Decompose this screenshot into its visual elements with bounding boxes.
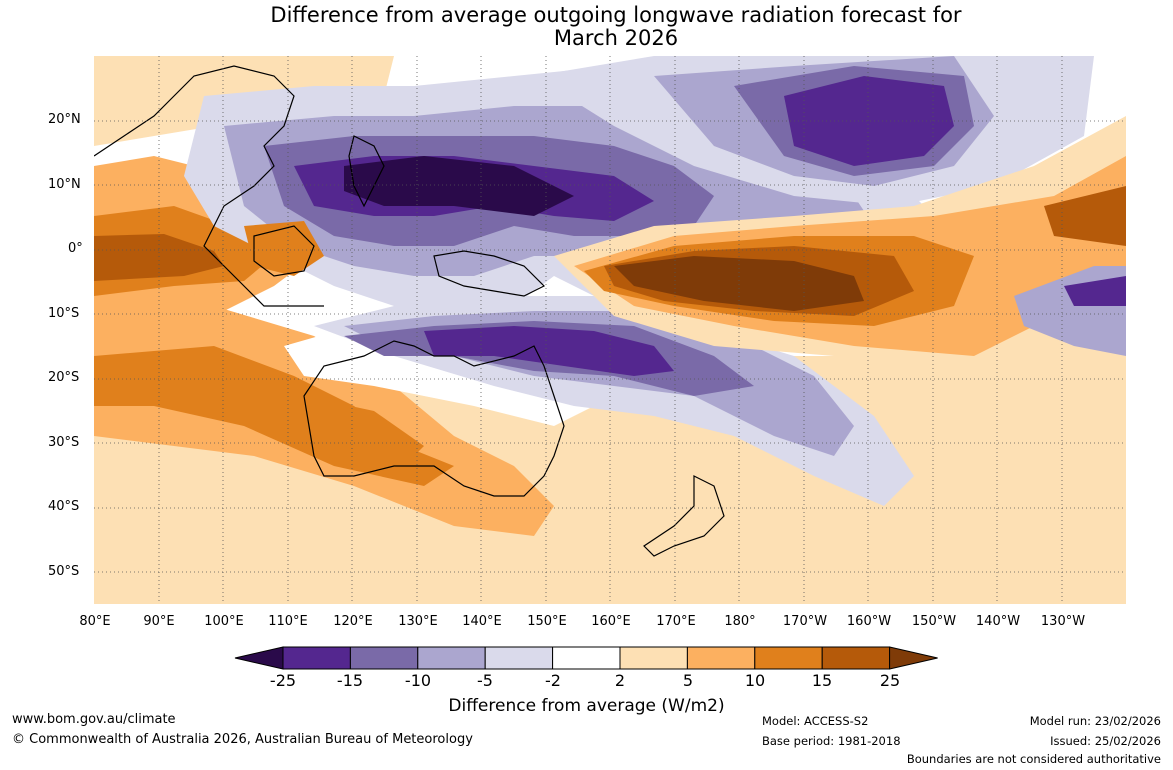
colorbar-segment bbox=[417, 646, 486, 670]
colorbar-segment bbox=[686, 646, 756, 670]
copyright-text: © Commonwealth of Australia 2026, Austra… bbox=[12, 732, 473, 747]
lon-tick: 180° bbox=[724, 614, 756, 629]
lon-tick: 150°E bbox=[527, 614, 567, 629]
lat-tick: 30°S bbox=[48, 435, 80, 450]
lon-tick: 100°E bbox=[204, 614, 244, 629]
colorbar-label: 10 bbox=[744, 671, 766, 690]
npac-dark-purple bbox=[784, 76, 954, 166]
lat-tick: 40°S bbox=[48, 499, 80, 514]
colorbar-segment bbox=[349, 646, 419, 670]
colorbar-segment bbox=[282, 646, 351, 670]
maritime-core bbox=[344, 156, 574, 216]
colorbar bbox=[234, 646, 938, 670]
title-line-2: March 2026 bbox=[553, 26, 679, 50]
colorbar-arrow-low bbox=[234, 646, 284, 670]
aus-white-band bbox=[284, 326, 594, 426]
epac-brown bbox=[1044, 186, 1126, 246]
base-period: Base period: 1981-2018 bbox=[762, 734, 901, 748]
lat-tick: 20°S bbox=[48, 370, 80, 385]
colorbar-label: -2 bbox=[545, 671, 561, 690]
colorbar-segment bbox=[484, 646, 554, 670]
aus-dark-purple bbox=[424, 326, 674, 376]
chart-title: Difference from average outgoing longwav… bbox=[0, 4, 1173, 50]
website-link[interactable]: www.bom.gov.au/climate bbox=[12, 712, 176, 727]
colorbar-label: 2 bbox=[614, 671, 626, 690]
lat-tick: 20°N bbox=[48, 112, 81, 127]
lon-tick: 90°E bbox=[143, 614, 175, 629]
colorbar-arrow-high bbox=[889, 646, 938, 670]
colorbar-segment bbox=[552, 646, 621, 670]
lon-tick: 160°W bbox=[846, 614, 892, 629]
lon-tick: 160°E bbox=[591, 614, 631, 629]
sw-aus-orange bbox=[294, 396, 424, 476]
new-zealand-coast bbox=[643, 475, 725, 557]
lat-tick: 10°S bbox=[48, 306, 80, 321]
colorbar-label: -15 bbox=[336, 671, 364, 690]
lon-tick: 150°W bbox=[911, 614, 957, 629]
colorbar-label: -5 bbox=[477, 671, 493, 690]
lon-tick: 130°W bbox=[1040, 614, 1086, 629]
map-svg bbox=[94, 56, 1126, 604]
lat-tick: 10°N bbox=[48, 177, 81, 192]
eqpac-core bbox=[614, 256, 864, 311]
colorbar-segment bbox=[821, 646, 891, 670]
gridlines bbox=[94, 56, 1126, 604]
lon-tick: 140°W bbox=[975, 614, 1021, 629]
australia-coast bbox=[303, 340, 565, 497]
colorbar-segment bbox=[619, 646, 688, 670]
new-guinea-coast bbox=[433, 250, 546, 297]
lon-tick: 110°E bbox=[268, 614, 308, 629]
colorbar-label: 5 bbox=[682, 671, 694, 690]
se-pac-dark-purple bbox=[1064, 276, 1126, 306]
lon-tick: 130°E bbox=[398, 614, 438, 629]
asia-coast bbox=[94, 65, 324, 307]
issued-date: Issued: 25/02/2026 bbox=[1050, 734, 1161, 748]
philippines-coast bbox=[348, 135, 385, 208]
lon-tick: 80°E bbox=[79, 614, 111, 629]
lon-tick: 120°E bbox=[333, 614, 373, 629]
west-brown bbox=[94, 234, 224, 281]
model-name: Model: ACCESS-S2 bbox=[762, 714, 869, 728]
borneo-coast bbox=[253, 225, 315, 277]
model-run-date: Model run: 23/02/2026 bbox=[1029, 714, 1161, 728]
lon-tick: 140°E bbox=[462, 614, 502, 629]
lon-tick: 170°E bbox=[656, 614, 696, 629]
colorbar-label: 25 bbox=[879, 671, 901, 690]
boundaries-disclaimer: Boundaries are not considered authoritat… bbox=[906, 752, 1161, 766]
lat-tick: 50°S bbox=[48, 564, 80, 579]
colorbar-segment bbox=[754, 646, 823, 670]
colorbar-label: -10 bbox=[404, 671, 432, 690]
lon-tick: 170°W bbox=[782, 614, 828, 629]
borneo-orange bbox=[244, 221, 324, 276]
colorbar-label: 15 bbox=[811, 671, 833, 690]
colorbar-title: Difference from average (W/m2) bbox=[448, 696, 725, 716]
olr-anomaly-map bbox=[94, 56, 1126, 604]
lat-tick: 0° bbox=[68, 241, 83, 256]
coastlines bbox=[94, 65, 725, 557]
title-line-1: Difference from average outgoing longwav… bbox=[270, 3, 962, 27]
colorbar-label: -25 bbox=[269, 671, 297, 690]
